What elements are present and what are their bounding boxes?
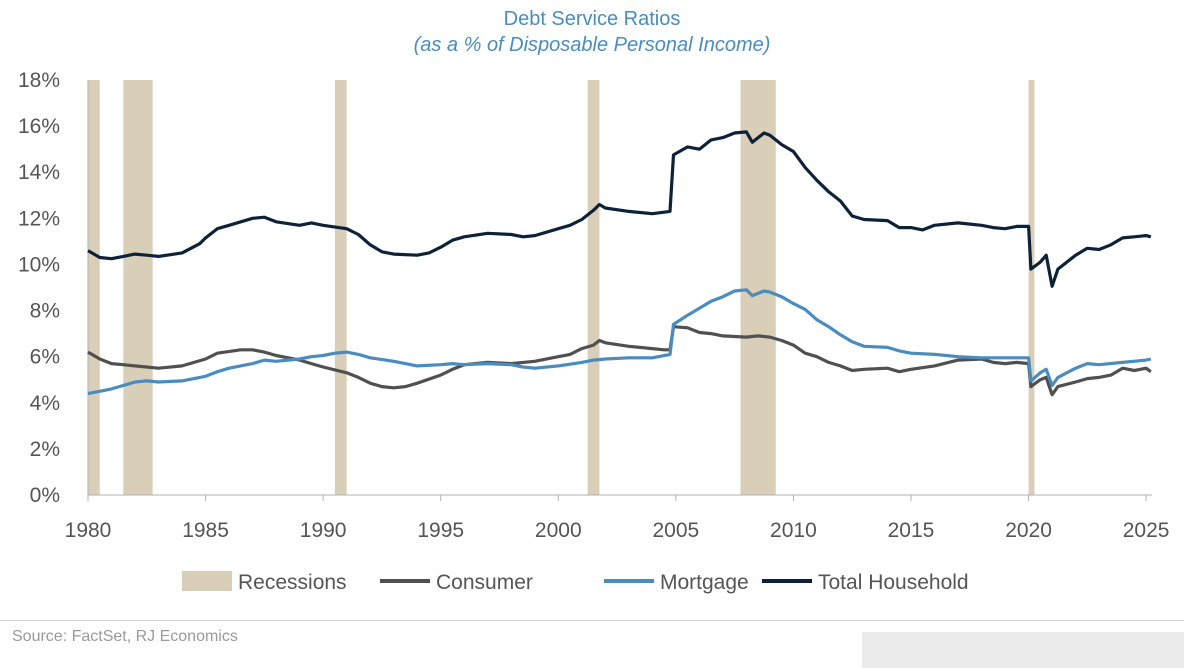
y-tick-label: 16% <box>18 115 60 138</box>
x-tick-label: 1990 <box>300 519 347 542</box>
y-tick-label: 14% <box>18 161 60 184</box>
footer-panel <box>862 632 1184 668</box>
x-tick-label: 1985 <box>182 519 229 542</box>
x-tick-label: 1995 <box>417 519 464 542</box>
legend-swatch-recessions <box>182 571 232 591</box>
x-tick-label: 1980 <box>65 519 112 542</box>
chart-title: Debt Service Ratios <box>503 8 681 30</box>
legend-label-recessions: Recessions <box>238 571 347 594</box>
recession-band <box>587 80 600 495</box>
recession-band <box>740 80 776 495</box>
legend-label-total-household: Total Household <box>818 571 969 594</box>
legend-label-consumer: Consumer <box>436 571 533 594</box>
x-tick-label: 2010 <box>770 519 817 542</box>
y-tick-label: 8% <box>30 300 60 323</box>
recession-band <box>1028 80 1035 495</box>
series-line-total-household <box>87 130 1152 288</box>
y-tick-label: 18% <box>18 69 60 92</box>
y-tick-label: 6% <box>30 346 60 369</box>
x-tick-label: 2025 <box>1123 519 1170 542</box>
x-tick-label: 2005 <box>652 519 699 542</box>
source-note: Source: FactSet, RJ Economics <box>12 628 238 645</box>
y-tick-label: 2% <box>30 438 60 461</box>
y-tick-label: 0% <box>30 484 60 507</box>
x-tick-label: 2000 <box>535 519 582 542</box>
series-line-mortgage <box>87 288 1152 396</box>
footer-divider <box>0 620 1184 621</box>
legend-label-mortgage: Mortgage <box>660 571 749 594</box>
debt-service-chart: 0% 2% 4% 6% 8% 10% 12% 14% 16% 18% 1980 1985 1990 199… <box>18 69 1170 594</box>
y-tick-label: 10% <box>18 253 60 276</box>
series-line-consumer <box>87 325 1152 397</box>
y-tick-label: 12% <box>18 207 60 230</box>
recession-band <box>334 80 347 495</box>
x-tick-label: 2015 <box>888 519 935 542</box>
recession-band <box>88 80 100 495</box>
x-tick-label: 2020 <box>1005 519 1052 542</box>
recession-band <box>123 80 153 495</box>
y-tick-label: 4% <box>30 392 60 415</box>
chart-subtitle: (as a % of Disposable Personal Income) <box>413 34 771 56</box>
